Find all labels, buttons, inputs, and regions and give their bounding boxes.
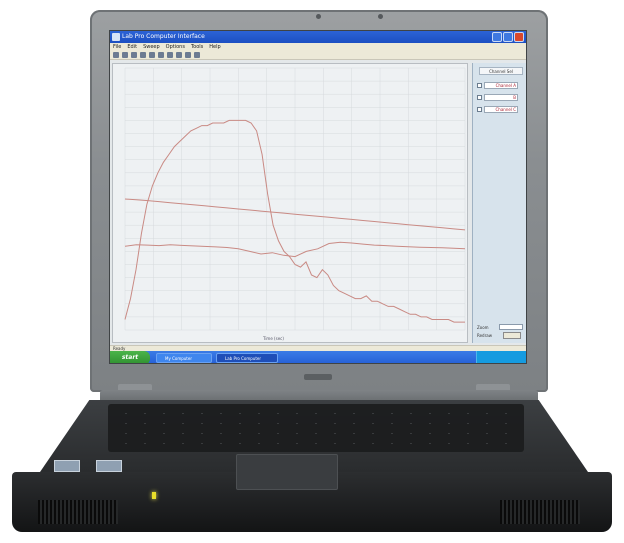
- menu-sweep[interactable]: Sweep: [143, 44, 160, 50]
- menu-file[interactable]: File: [113, 44, 122, 50]
- system-tray: [476, 351, 526, 363]
- channel-row-c: Channel C: [477, 105, 523, 113]
- toolbar: [110, 51, 526, 60]
- brand-logo: [304, 374, 332, 380]
- channel-a-checkbox[interactable]: [477, 82, 482, 88]
- power-led-icon: [152, 492, 156, 499]
- channel-row-a: Channel A: [477, 81, 523, 89]
- trace-1: [124, 198, 466, 231]
- sticker-left: [54, 460, 80, 472]
- stop-icon[interactable]: [176, 52, 182, 58]
- menu-edit[interactable]: Edit: [127, 44, 138, 50]
- sticker-right: [96, 460, 122, 472]
- channel-a-label: Channel A: [484, 81, 518, 89]
- help-icon[interactable]: [194, 52, 200, 58]
- zoom-in-icon[interactable]: [149, 52, 155, 58]
- play-icon[interactable]: [167, 52, 173, 58]
- settings-icon[interactable]: [185, 52, 191, 58]
- save-icon[interactable]: [131, 52, 137, 58]
- x-axis-label: Time (sec): [263, 336, 284, 341]
- task-lab-pro[interactable]: Lab Pro Computer: [216, 353, 278, 363]
- taskbar: start My Computer Lab Pro Computer: [110, 351, 526, 363]
- zoom-field[interactable]: [499, 324, 523, 330]
- window-title: Lab Pro Computer Interface: [122, 33, 205, 40]
- channel-b-label: B: [484, 93, 518, 101]
- waveform-plot[interactable]: Time (sec): [112, 63, 468, 343]
- open-icon[interactable]: [122, 52, 128, 58]
- laptop-screen: Lab Pro Computer Interface File Edit Swe…: [109, 30, 527, 364]
- print-icon[interactable]: [140, 52, 146, 58]
- indicator-icon: [378, 14, 383, 19]
- trace-2: [124, 241, 466, 258]
- channel-row-b: B: [477, 93, 523, 101]
- status-text: Ready: [113, 346, 126, 351]
- status-bar: Ready: [110, 345, 526, 351]
- minimize-button[interactable]: [492, 32, 502, 42]
- redraw-label: Redraw: [477, 333, 492, 338]
- start-button[interactable]: start: [110, 351, 150, 363]
- touchpad[interactable]: [236, 454, 338, 490]
- speaker-grill-right: [500, 500, 580, 524]
- close-button[interactable]: [514, 32, 524, 42]
- channel-c-label: Channel C: [484, 105, 518, 113]
- menu-options[interactable]: Options: [165, 44, 185, 50]
- menubar: File Edit Sweep Options Tools Help: [110, 43, 526, 51]
- keyboard[interactable]: [108, 404, 524, 452]
- channel-c-checkbox[interactable]: [477, 106, 482, 112]
- zoom-out-icon[interactable]: [158, 52, 164, 58]
- webcam-icon: [316, 14, 321, 19]
- channel-header: Channel Sel: [479, 67, 523, 75]
- maximize-button[interactable]: [503, 32, 513, 42]
- plot-canvas: [124, 67, 466, 331]
- app-icon: [112, 33, 120, 41]
- window-titlebar[interactable]: Lab Pro Computer Interface: [110, 31, 526, 43]
- task-my-computer[interactable]: My Computer: [156, 353, 212, 363]
- speaker-grill-left: [38, 500, 118, 524]
- zoom-label: Zoom: [477, 325, 489, 330]
- channel-panel: Channel Sel Channel A B Channel C Zoom R…: [472, 63, 526, 343]
- channel-b-checkbox[interactable]: [477, 94, 482, 100]
- menu-tools[interactable]: Tools: [190, 44, 204, 50]
- trace-0: [124, 119, 465, 323]
- new-icon[interactable]: [113, 52, 119, 58]
- redraw-button[interactable]: [503, 332, 521, 339]
- menu-help[interactable]: Help: [209, 44, 221, 50]
